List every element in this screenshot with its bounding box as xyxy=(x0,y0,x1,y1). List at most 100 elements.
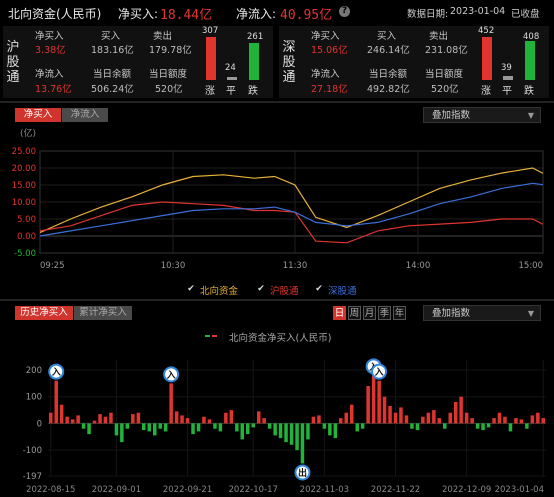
sz-flat-bar xyxy=(503,76,513,80)
bar xyxy=(322,423,327,429)
sh-buy-value: 183.16亿 xyxy=(91,45,134,56)
sh-net-buy-label: 净买入 xyxy=(35,31,64,42)
bar xyxy=(475,423,480,429)
legend-sh-label: 沪股通 xyxy=(270,286,299,297)
data-date-label: 数据日期: xyxy=(407,9,449,20)
tab-intraday-net-inflow[interactable]: 净流入 xyxy=(62,108,108,122)
bar xyxy=(257,411,261,424)
period-quarter[interactable]: 季 xyxy=(378,306,391,320)
sz-up-label: 涨 xyxy=(481,86,491,97)
marker-label: 入 xyxy=(374,367,384,378)
period-month[interactable]: 月 xyxy=(363,306,376,320)
sz-connect-panel: 深股通 净买入 15.06亿 买入 246.14亿 卖出 231.08亿 净流入… xyxy=(279,26,549,98)
y-tick-label: 10.00 xyxy=(12,198,36,208)
marker-pin-icon xyxy=(294,464,311,481)
tab-history-net-buy[interactable]: 历史净买入 xyxy=(15,306,73,320)
sz-balance-label: 当日余额 xyxy=(369,69,408,80)
sz-flat-count: 39 xyxy=(501,63,512,73)
bar xyxy=(103,416,108,424)
chevron-down-icon: ▼ xyxy=(527,111,534,120)
bar xyxy=(131,414,135,424)
period-week[interactable]: 周 xyxy=(348,306,361,320)
bar xyxy=(114,423,119,436)
bar xyxy=(213,423,217,429)
legend-sz-checkbox[interactable]: ✔ xyxy=(315,284,323,294)
header-bar: 北向资金(人民币) 净买入: 18.44亿 净流入: 40.95亿 ? 数据日期… xyxy=(0,0,554,24)
legend-sh-checkbox[interactable]: ✔ xyxy=(257,284,265,294)
page-title: 北向资金(人民币) xyxy=(8,7,102,21)
sh-up-label: 涨 xyxy=(205,86,215,97)
x-tick-label: 2022-09-21 xyxy=(163,485,212,495)
sh-net-inflow-label: 净流入 xyxy=(35,69,64,80)
x-tick-label: 09:25 xyxy=(40,261,65,271)
total-net-inflow-value: 40.95亿 xyxy=(280,8,333,23)
y-tick-label: -5.00 xyxy=(14,249,36,259)
x-tick-label: 2022-12-09 xyxy=(442,485,491,495)
sh-up-bar xyxy=(206,37,216,80)
sh-down-count: 261 xyxy=(247,32,264,42)
bar xyxy=(497,412,502,424)
bar xyxy=(59,404,64,424)
sz-net-inflow-label: 净流入 xyxy=(311,69,340,80)
bar xyxy=(360,423,365,429)
bar xyxy=(278,423,283,439)
sz-down-count: 408 xyxy=(523,32,540,42)
y-tick-label: 0 xyxy=(37,419,42,429)
y-tick-label: 5.00 xyxy=(17,215,36,225)
sh-sell-label: 卖出 xyxy=(153,31,173,42)
bar xyxy=(224,412,228,424)
bar xyxy=(492,418,496,424)
intraday-overlay-index-select[interactable]: 叠加指数 ▼ xyxy=(423,107,541,123)
bar xyxy=(163,423,168,432)
bar xyxy=(207,419,212,424)
bar xyxy=(519,419,524,424)
period-day[interactable]: 日 xyxy=(333,306,346,320)
y-tick-label: 20.00 xyxy=(12,164,36,174)
sh-down-bar xyxy=(249,43,259,80)
bar xyxy=(136,412,141,424)
bar xyxy=(81,423,86,429)
sh-net-inflow-value: 13.76亿 xyxy=(35,84,72,95)
sh-flat-bar xyxy=(227,77,237,80)
bar xyxy=(174,411,179,424)
bar xyxy=(399,407,403,424)
history-overlay-index-select[interactable]: 叠加指数 ▼ xyxy=(423,305,541,321)
sh-up-count: 307 xyxy=(202,26,219,36)
sz-buy-label: 买入 xyxy=(377,31,397,42)
bar xyxy=(267,423,272,429)
bar xyxy=(142,423,146,431)
y-tick-label: 200 xyxy=(26,366,42,376)
tab-history-cumulative[interactable]: 累计净买入 xyxy=(74,306,132,320)
tab-intraday-net-buy[interactable]: 净买入 xyxy=(15,108,61,122)
marker-pin-icon xyxy=(371,363,388,380)
bar xyxy=(109,412,113,424)
y-tick-label: 0.00 xyxy=(17,232,36,242)
bar xyxy=(202,416,206,424)
period-year[interactable]: 年 xyxy=(393,306,406,320)
bar xyxy=(426,412,431,424)
sz-up-count: 452 xyxy=(478,26,495,36)
sz-net-inflow-value: 27.18亿 xyxy=(311,84,348,95)
bar xyxy=(333,423,338,439)
marker-pin-icon xyxy=(163,366,180,383)
y-tick-label: -197 xyxy=(23,472,42,482)
bar xyxy=(530,415,535,424)
bar xyxy=(180,415,184,424)
bar xyxy=(125,423,130,429)
x-tick-label: 2022-11-03 xyxy=(300,485,349,495)
bar xyxy=(289,423,294,445)
legend-north-checkbox[interactable]: ✔ xyxy=(187,284,195,294)
bar xyxy=(92,420,97,424)
x-tick-label: 2022-08-15 xyxy=(26,485,75,495)
sz-net-buy-value: 15.06亿 xyxy=(311,45,348,56)
bar xyxy=(54,380,58,424)
bar xyxy=(87,423,91,435)
bar xyxy=(536,412,540,424)
bar xyxy=(70,419,75,424)
bar xyxy=(185,418,190,424)
bar xyxy=(393,412,398,424)
bar xyxy=(448,412,452,424)
bar xyxy=(169,383,173,424)
help-icon[interactable]: ? xyxy=(339,6,350,17)
bar xyxy=(355,423,359,432)
